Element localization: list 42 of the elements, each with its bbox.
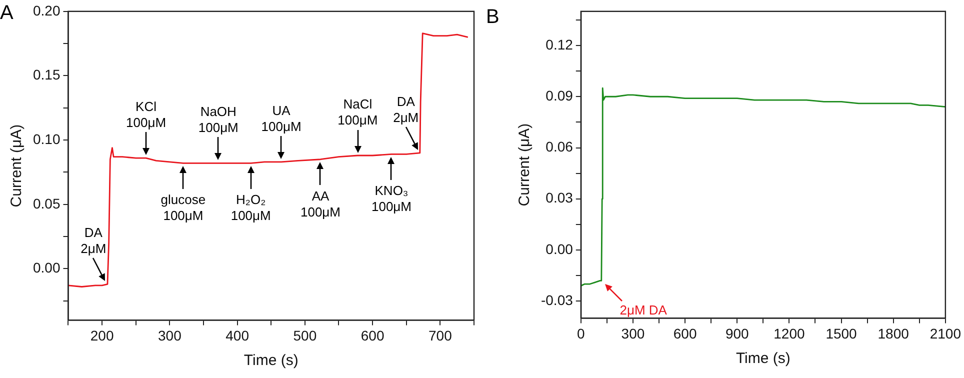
annotation: NaCl 100μM (338, 96, 378, 128)
x-tick-label: 200 (90, 327, 114, 344)
annotation: NaOH 100μM (198, 104, 238, 136)
y-tick-label: 0.03 (546, 190, 574, 206)
annotation: AA 100μM (300, 188, 340, 220)
y-axis-title: Current (μA) (516, 123, 534, 206)
x-tick-label: 300 (158, 327, 182, 344)
chart-title: A (0, 2, 14, 25)
y-tick-label: -0.03 (540, 292, 574, 308)
annotation: 2μM DA (620, 302, 668, 318)
x-tick-label: 500 (293, 327, 317, 344)
annotation: glucose 100μM (160, 192, 206, 224)
x-tick-label: 1800 (878, 325, 910, 342)
y-axis-title: Current (μA) (8, 124, 26, 208)
y-tick-label: 0.06 (546, 138, 574, 155)
annotation: UA 100μM (261, 102, 302, 134)
x-tick-label: 1200 (774, 325, 805, 342)
y-tick-label: 0.20 (33, 2, 60, 18)
y-tick-label: 0.00 (33, 260, 60, 276)
x-axis-title: Time (s) (244, 352, 298, 370)
annotation: KCl 100μM (126, 99, 166, 130)
x-tick-label: 400 (226, 327, 250, 344)
y-tick-label: 0.09 (546, 87, 574, 104)
y-tick-label: 0.10 (33, 130, 60, 147)
annotation: KNO₃ 100μM (371, 183, 412, 214)
chart-title: B (486, 6, 500, 29)
x-tick-label: 600 (673, 325, 697, 342)
annotation: DA 2μM (393, 94, 419, 125)
y-tick-label: 0.05 (33, 195, 60, 212)
y-tick-label: 0.00 (546, 240, 574, 257)
y-tick-label: 0.15 (33, 66, 60, 83)
x-tick-label: 0 (577, 325, 586, 342)
x-tick-label: 2100 (930, 325, 962, 342)
x-tick-label: 900 (725, 325, 750, 342)
y-tick-label: 0.12 (546, 36, 574, 52)
x-tick-label: 600 (360, 327, 384, 344)
annotation: H₂O₂ 100μM (230, 192, 271, 224)
x-axis-title: Time (s) (736, 350, 790, 368)
annotation: DA 2μM (80, 225, 106, 256)
x-tick-label: 700 (428, 327, 452, 344)
x-tick-label: 300 (621, 325, 645, 342)
x-tick-label: 1500 (826, 325, 858, 342)
